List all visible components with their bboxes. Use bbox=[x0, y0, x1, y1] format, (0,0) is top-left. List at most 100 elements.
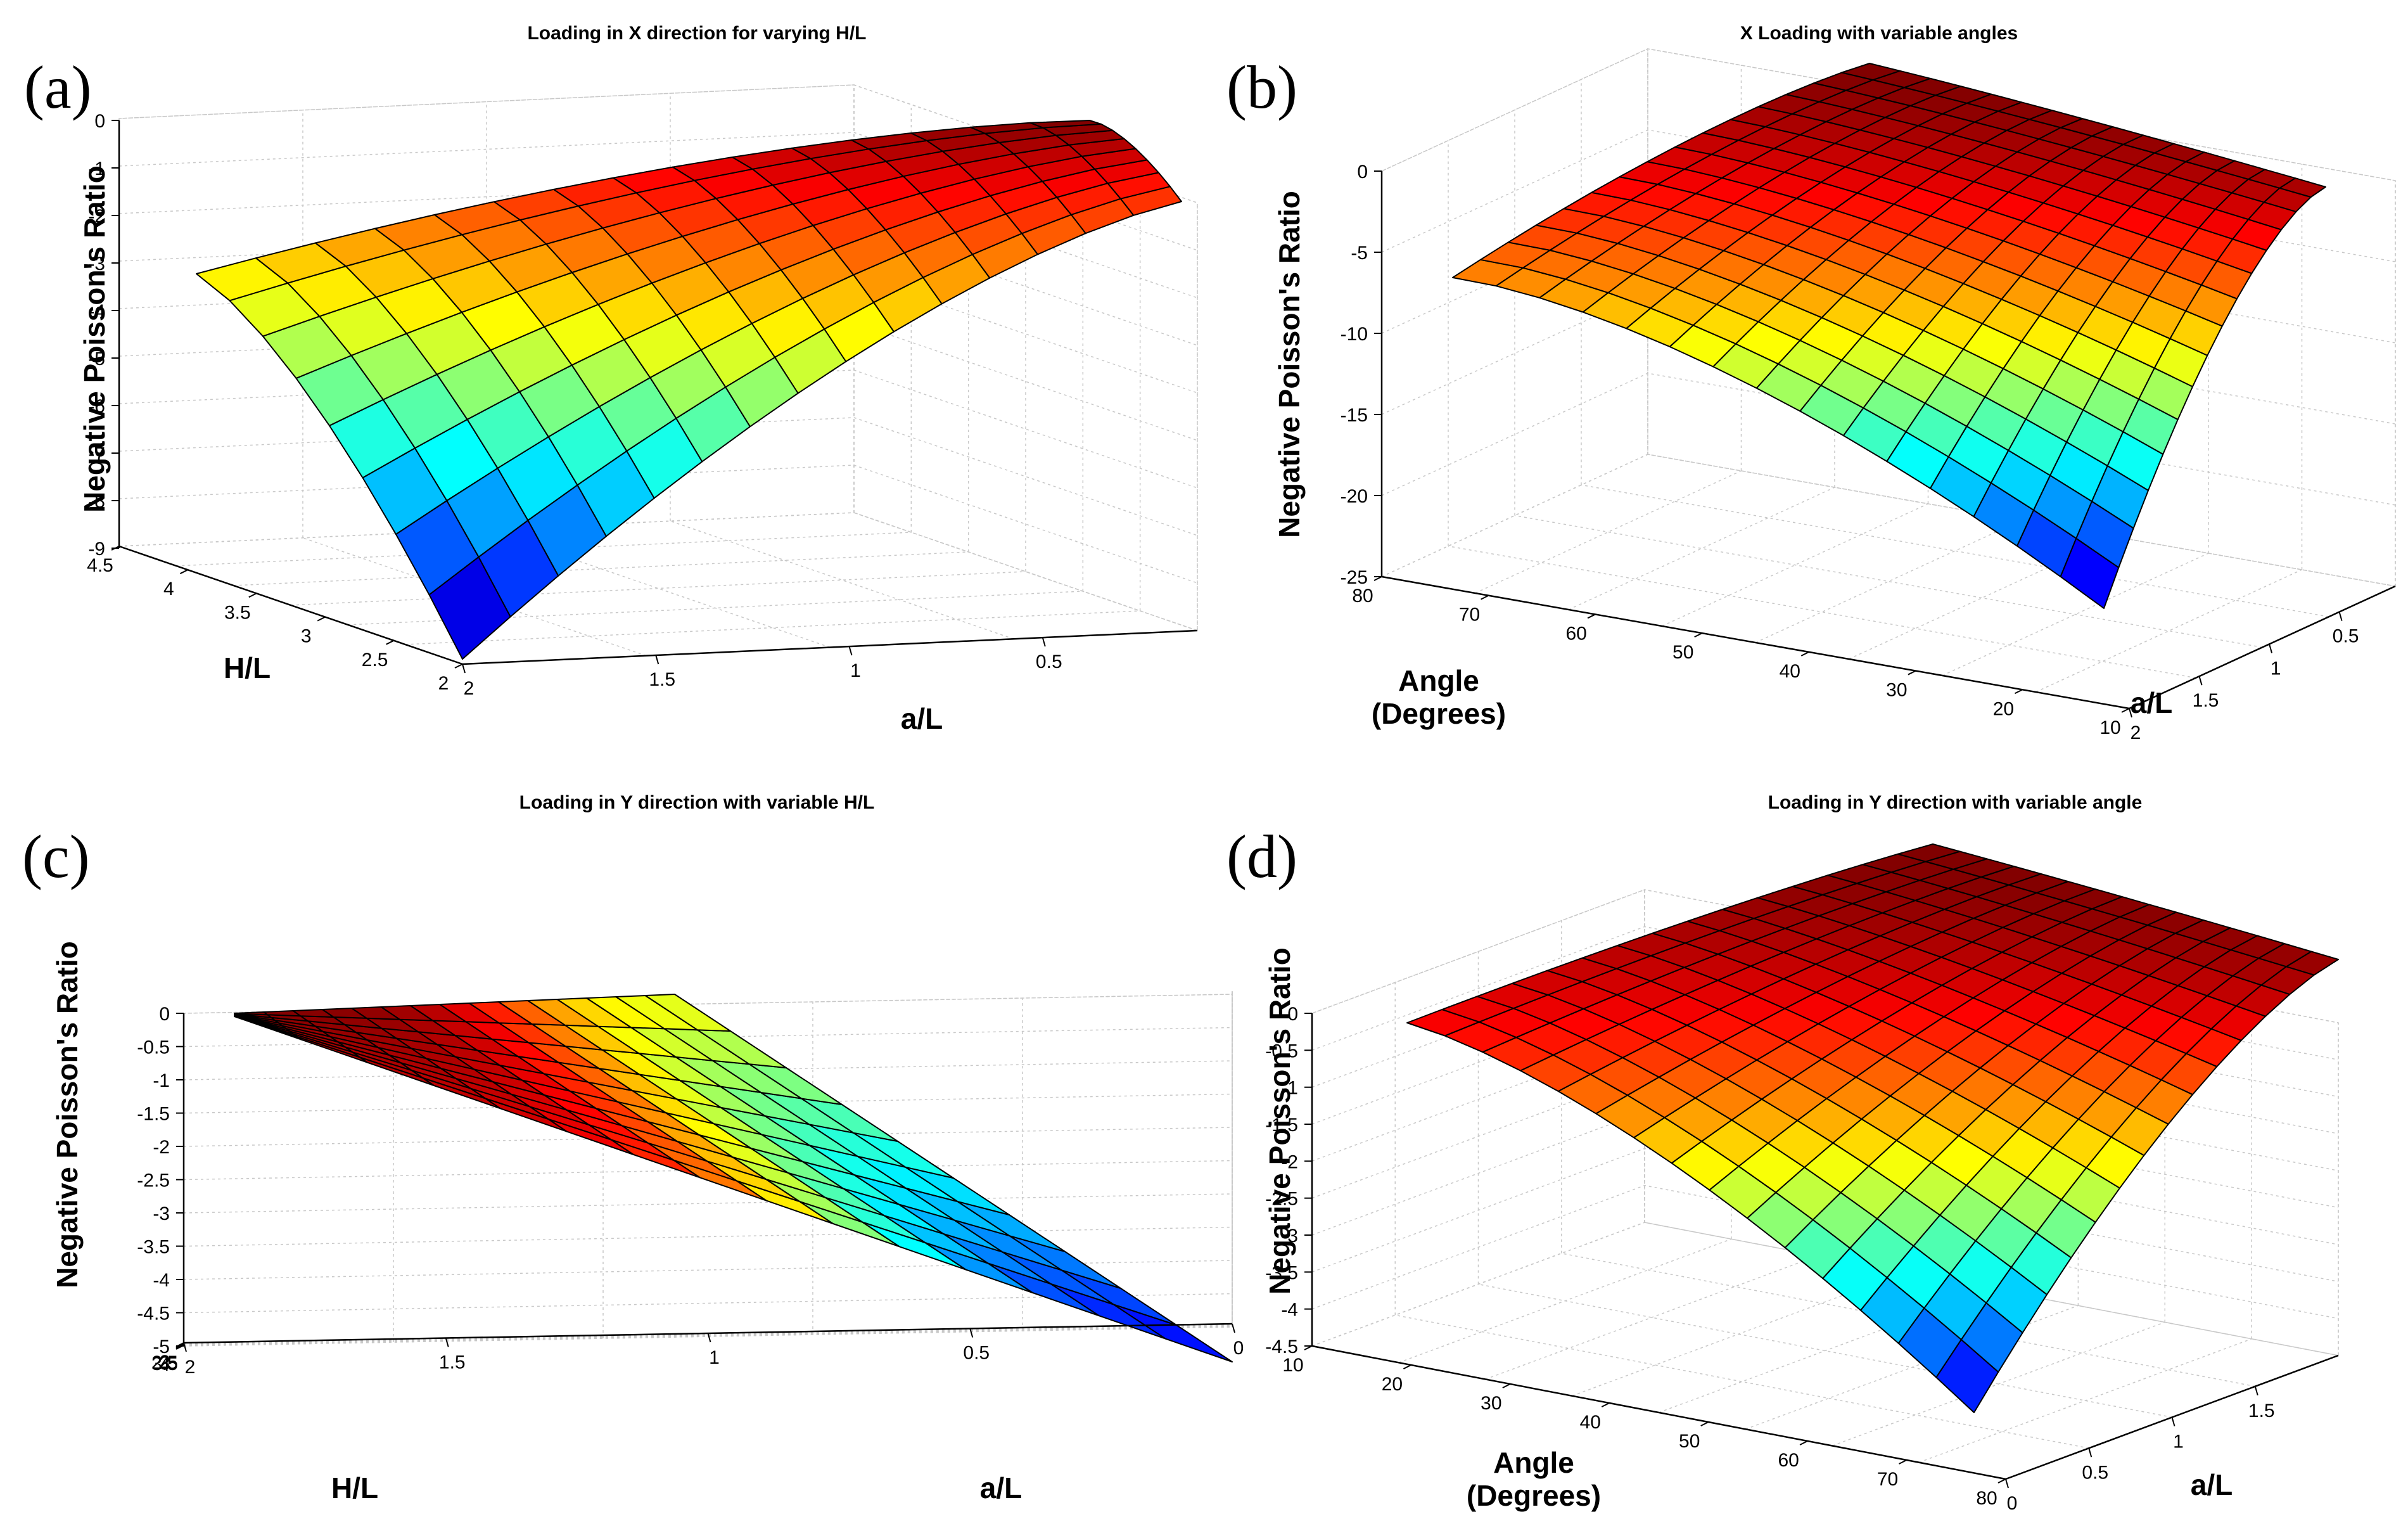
b-tick bbox=[1304, 1345, 1313, 1350]
a-tick bbox=[445, 1338, 449, 1347]
b-tick-label: 4.5 bbox=[87, 555, 113, 576]
b-tick-label: 2 bbox=[438, 673, 449, 694]
z-axis-label-c: Negative Poisson's Ratio bbox=[51, 941, 84, 1288]
b-tick bbox=[175, 1345, 184, 1350]
z-tick-label: -1.5 bbox=[137, 1104, 170, 1125]
z-gridline-c bbox=[183, 1191, 1233, 1214]
a-axis-line-a bbox=[462, 629, 1198, 665]
b-tick bbox=[1502, 1383, 1511, 1388]
b-tick-label: 10 bbox=[1282, 1355, 1303, 1376]
plot-title-c: Loading in Y direction with variable H/L bbox=[519, 792, 875, 813]
floor-gridline-a-a bbox=[670, 520, 1014, 639]
a-tick-label: 1 bbox=[850, 660, 861, 681]
b-tick bbox=[179, 569, 188, 575]
a-axis-label-b: a/L bbox=[2131, 686, 2172, 719]
floor-gridline-b-a bbox=[233, 551, 969, 586]
a-tick bbox=[2198, 676, 2203, 686]
b-axis-label-b: Angle (Degrees) bbox=[1372, 664, 1506, 730]
surface-plot-a: 0 -1 -2 -3 -4 -5 -6 -7 -8 -9 2 1.5 1 0.5 2 2.5 3 3.5 4 4.5 (… bbox=[24, 23, 1198, 735]
z-tick-label: -4 bbox=[153, 1270, 170, 1291]
a-tick-label: 2 bbox=[2131, 722, 2141, 743]
a-tick bbox=[462, 663, 466, 674]
b-tick-label: 50 bbox=[1672, 642, 1693, 663]
b-tick-label: 3 bbox=[301, 626, 312, 647]
plot-title-a: Loading in X direction for varying H/L bbox=[527, 23, 866, 44]
b-tick bbox=[1587, 613, 1596, 619]
floor-gridline-b-d bbox=[1918, 1338, 2252, 1463]
z-tick-label: -4.5 bbox=[1265, 1336, 1298, 1357]
surface-plot-b: 0 -5 -10 -15 -20 -25 2 1.5 1 0.5 10 20 30 40 50 60 70 80 (… bbox=[1226, 23, 2396, 743]
floor-gridline-b-d bbox=[1745, 1305, 2079, 1430]
surface-c bbox=[234, 994, 1233, 1362]
surface-plot-c: 0-0.5-1-1.5-2-2.5-3-3.5-4-4.5-52 1.5 1 0.5 0… bbox=[22, 792, 1244, 1504]
b-tick bbox=[454, 663, 463, 669]
surface-plot-d: 0 -0.5 -1 -1.5 -2 -2.5 -3 -3.5 -4 -4.5 0 0.5 1 1.5 80 7… bbox=[1226, 792, 2339, 1514]
a-tick-label: 2 bbox=[185, 1357, 196, 1378]
panel-letter-a: (a) bbox=[24, 53, 92, 121]
z-tick-label: -25 bbox=[1341, 567, 1368, 588]
b-tick-label: 4 bbox=[163, 579, 174, 599]
floor-gridline-b-d bbox=[1659, 1288, 1992, 1413]
b-tick-label: 80 bbox=[1352, 586, 1373, 606]
floor-gridline-b-c bbox=[183, 1326, 1233, 1347]
b-tick bbox=[1899, 1459, 1908, 1464]
floor-gridline-a-d bbox=[1478, 1283, 2172, 1418]
a-tick-label: 0 bbox=[2007, 1493, 2018, 1514]
z-tick-label: -10 bbox=[1341, 324, 1368, 345]
a-tick-label: 1 bbox=[2173, 1432, 2184, 1452]
z-gridline-a bbox=[118, 132, 1198, 251]
z-gridline-d bbox=[1311, 1148, 2339, 1283]
a-axis-label-a: a/L bbox=[901, 702, 943, 735]
panel-letter-c: (c) bbox=[22, 823, 90, 890]
plot-title-d: Loading in Y direction with variable ang… bbox=[1768, 792, 2143, 813]
z-tick-label: -20 bbox=[1341, 486, 1368, 507]
a-tick-label: 1.5 bbox=[2193, 690, 2219, 711]
z-axis-label-d: Negative Poisson's Ratio bbox=[1263, 947, 1296, 1295]
b-tick bbox=[1694, 632, 1703, 638]
z-tick-label: -0.5 bbox=[1265, 1041, 1298, 1061]
b-tick-label: 2.5 bbox=[362, 650, 388, 670]
b-tick-label: 50 bbox=[1679, 1431, 1700, 1452]
floor-gridline-a-b bbox=[1514, 515, 2263, 648]
a-axis-line-b bbox=[2129, 585, 2396, 710]
b-axis-line-d bbox=[1311, 1345, 2006, 1480]
panel-b: 0 -5 -10 -15 -20 -25 2 1.5 1 0.5 10 20 30 40 50 60 70 80 (… bbox=[1204, 0, 2408, 769]
b-axis-label-d: Angle (Degrees) bbox=[1467, 1446, 1601, 1512]
z-tick-label: -5 bbox=[1351, 243, 1368, 264]
z-tick-label: -0.5 bbox=[137, 1037, 170, 1058]
z-tick-label: -5 bbox=[88, 349, 105, 369]
b-tick bbox=[1373, 576, 1382, 581]
a-tick-label: 0.5 bbox=[1036, 651, 1062, 672]
a-tick-label: 0 bbox=[1233, 1338, 1244, 1359]
surface-cell bbox=[1897, 843, 1961, 862]
b-tick bbox=[2121, 708, 2130, 713]
z-tick-label: -4 bbox=[1281, 1300, 1298, 1321]
surface-a bbox=[196, 120, 1182, 660]
a-tick bbox=[707, 1333, 711, 1343]
b-axis-label-line: (Degrees) bbox=[1467, 1479, 1601, 1512]
floor-gridline-b-a bbox=[290, 571, 1026, 606]
z-tick-label: -3 bbox=[153, 1203, 170, 1224]
a-tick bbox=[848, 646, 853, 656]
b-axis-label-a: H/L bbox=[224, 651, 271, 684]
floor-gridline-a-b bbox=[1581, 484, 2329, 617]
b-tick bbox=[1800, 651, 1809, 657]
z-tick-label: -4 bbox=[88, 301, 105, 322]
floor-gridline-b-b bbox=[1755, 520, 2022, 643]
z-tick-label: -7 bbox=[88, 444, 105, 465]
b-tick-label: 3.5 bbox=[151, 1354, 178, 1375]
a-tick bbox=[655, 655, 659, 665]
floor-gridline-b-b bbox=[1568, 487, 1835, 610]
b-axis-label-line: Angle bbox=[1493, 1446, 1574, 1479]
a-tick bbox=[2129, 708, 2132, 718]
surface-cell bbox=[644, 994, 731, 1032]
z-gridline-d bbox=[1311, 926, 2339, 1061]
a-tick-label: 1.5 bbox=[439, 1352, 466, 1373]
floor-gridline-a-b bbox=[1448, 546, 2196, 679]
z-tick-label: -1 bbox=[153, 1070, 170, 1091]
z-tick-label: -3.5 bbox=[1265, 1262, 1298, 1283]
a-tick-label: 0.5 bbox=[963, 1343, 990, 1364]
b-axis-label-c: H/L bbox=[331, 1471, 378, 1504]
z-tick-label: -3.5 bbox=[137, 1237, 170, 1258]
floor-gridline-a-d bbox=[1561, 1253, 2255, 1387]
